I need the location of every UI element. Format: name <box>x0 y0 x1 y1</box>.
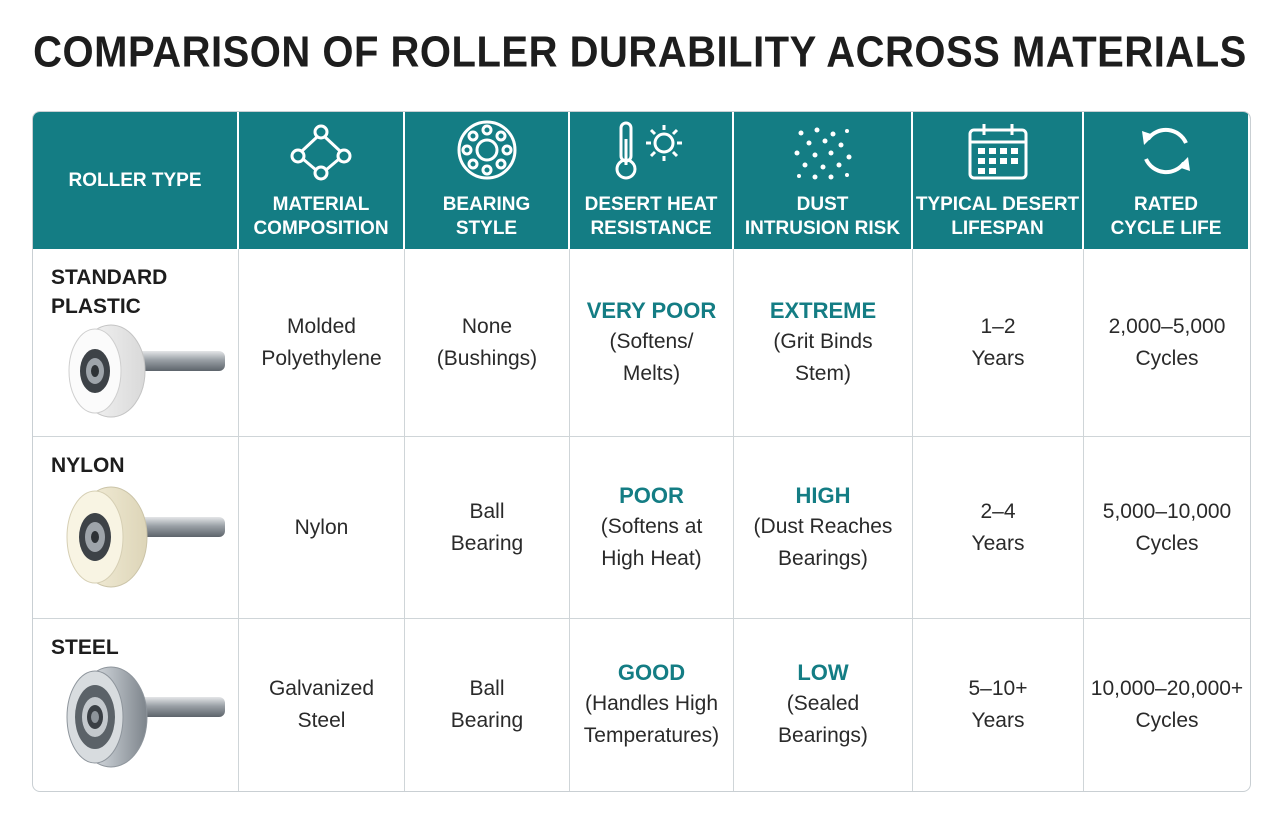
dust-rating: HIGH <box>795 482 851 508</box>
nylon-roller-icon <box>66 486 225 588</box>
lifespan-cell: 2–4 Years <box>913 437 1084 619</box>
heat-description: (Handles High Temperatures) <box>583 692 720 747</box>
header-desert-heat-resistance: DESERT HEAT RESISTANCE <box>570 112 734 249</box>
roller-type-name: NYLON <box>51 454 125 477</box>
roller-type-name: STANDARD PLASTIC <box>51 266 168 318</box>
bearing-cell: Ball Bearing <box>405 437 570 619</box>
dust-description: (Sealed Bearings) <box>778 692 868 747</box>
dust-risk-cell: EXTREME (Grit Binds Stem) <box>734 249 913 437</box>
roller-type-name: STEEL <box>51 636 119 659</box>
heat-resistance-cell: VERY POOR (Softens/ Melts) <box>570 249 734 437</box>
dust-rating: LOW <box>797 660 849 685</box>
header-label: TYPICAL DESERT LIFESPAN <box>915 194 1080 239</box>
dust-description: (Dust Reaches Bearings) <box>753 514 893 570</box>
header-label: MATERIAL COMPOSITION <box>253 194 389 239</box>
dust-description: (Grit Binds Stem) <box>773 329 873 385</box>
header-rated-cycle-life: RATED CYCLE LIFE <box>1084 112 1250 249</box>
header-label: DUST INTRUSION RISK <box>744 194 901 239</box>
material-cell: Galvanized Steel <box>239 619 405 791</box>
plastic-roller-icon <box>68 324 225 418</box>
heat-resistance-cell: GOOD (Handles High Temperatures) <box>570 619 734 791</box>
material-cell: Molded Polyethylene <box>239 249 405 437</box>
heat-resistance-cell: POOR (Softens at High Heat) <box>570 437 734 619</box>
page-title: COMPARISON OF ROLLER DURABILITY ACROSS M… <box>33 27 1247 77</box>
cycle-arrows-icon <box>1136 119 1196 181</box>
lifespan-cell: 5–10+ Years <box>913 619 1084 791</box>
roller-type-cell-nylon: NYLON <box>33 437 239 619</box>
steel-roller-icon <box>66 666 225 768</box>
header-dust-intrusion-risk: DUST INTRUSION RISK <box>734 112 913 249</box>
comparison-table: ROLLER TYPE MATERIAL COMPOSITION BEARI <box>32 111 1251 792</box>
roller-type-cell-plastic: STANDARD PLASTIC <box>33 249 239 437</box>
dust-rating: EXTREME <box>769 297 877 323</box>
header-label: DESERT HEAT RESISTANCE <box>584 194 718 239</box>
bearing-icon <box>456 119 518 181</box>
header-typical-desert-lifespan: TYPICAL DESERT LIFESPAN <box>913 112 1084 249</box>
bearing-cell: None (Bushings) <box>405 249 570 437</box>
header-label: ROLLER TYPE <box>68 169 202 191</box>
heat-rating: GOOD <box>617 660 686 685</box>
cycle-life-cell: 2,000–5,000 Cycles <box>1084 249 1250 437</box>
thermometer-sun-icon <box>614 119 688 181</box>
dust-risk-cell: HIGH (Dust Reaches Bearings) <box>734 437 913 619</box>
heat-description: (Softens at High Heat) <box>600 514 703 570</box>
header-label: BEARING STYLE <box>442 194 531 239</box>
heat-rating: VERY POOR <box>586 297 717 323</box>
bearing-cell: Ball Bearing <box>405 619 570 791</box>
roller-type-cell-steel: STEEL <box>33 619 239 791</box>
heat-rating: POOR <box>619 482 684 508</box>
dust-risk-cell: LOW (Sealed Bearings) <box>734 619 913 791</box>
calendar-icon <box>967 119 1029 181</box>
cycle-life-cell: 5,000–10,000 Cycles <box>1084 437 1250 619</box>
header-label: RATED CYCLE LIFE <box>1110 194 1222 239</box>
dust-particles-icon <box>791 119 855 181</box>
header-material-composition: MATERIAL COMPOSITION <box>239 112 405 249</box>
header-roller-type: ROLLER TYPE <box>33 112 239 249</box>
cycle-life-cell: 10,000–20,000+ Cycles <box>1090 677 1244 732</box>
heat-description: (Softens/ Melts) <box>609 329 694 385</box>
header-bearing-style: BEARING STYLE <box>405 112 570 249</box>
molecule-icon <box>288 119 354 181</box>
material-cell: Nylon <box>239 437 405 619</box>
lifespan-cell: 1–2 Years <box>913 249 1084 437</box>
